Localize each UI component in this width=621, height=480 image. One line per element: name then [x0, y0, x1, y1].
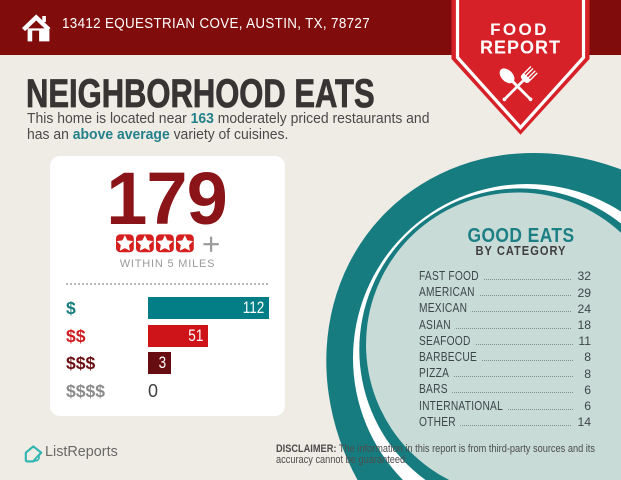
svg-text:FOOD: FOOD: [490, 20, 549, 39]
svg-text:REPORT: REPORT: [480, 38, 561, 58]
